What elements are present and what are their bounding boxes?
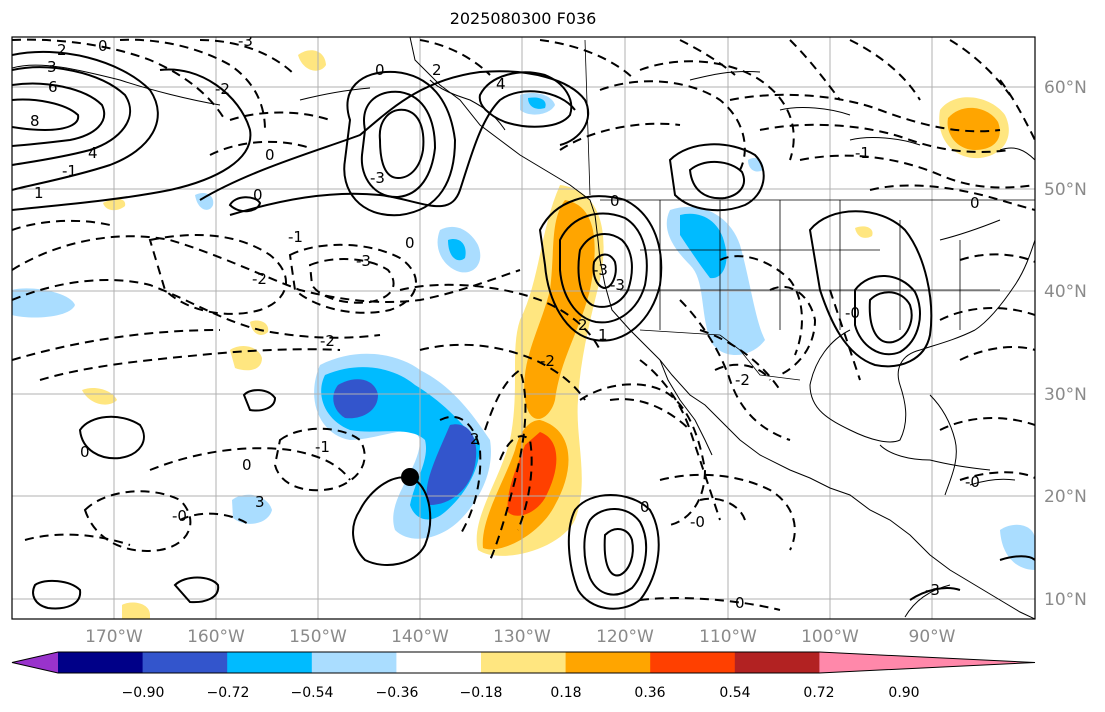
- svg-text:-0: -0: [690, 513, 705, 531]
- svg-text:0: 0: [970, 194, 980, 212]
- svg-text:3: 3: [255, 493, 265, 511]
- svg-text:-3: -3: [370, 169, 385, 187]
- colorbar-tick-label: 0.54: [719, 685, 750, 701]
- colorbar-tick-label: 0.72: [803, 685, 834, 701]
- colorbar-tick-label: −0.54: [291, 685, 334, 701]
- svg-text:4: 4: [496, 75, 506, 93]
- svg-text:-3: -3: [356, 252, 371, 270]
- storm-marker: [401, 468, 419, 486]
- lon-label: 130°W: [493, 627, 551, 647]
- colorbar-segment: [142, 652, 228, 673]
- colorbar-segment: [565, 652, 651, 673]
- colorbar-tick-label: 0.18: [550, 685, 581, 701]
- lon-label: 150°W: [289, 627, 347, 647]
- svg-text:-3: -3: [593, 261, 608, 279]
- colorbar-tick-label: −0.18: [460, 685, 503, 701]
- colorbar-segment: [227, 652, 313, 673]
- svg-text:-0: -0: [965, 473, 980, 491]
- lat-label: 10°N: [1044, 590, 1087, 610]
- colorbar-extend-min: [12, 652, 58, 673]
- colorbar-segment: [396, 652, 482, 673]
- map-panel: 0 -3 2 3 6 8 4 1 -1 2 0 0 -2 -3 -2 -3 -2…: [12, 32, 1035, 619]
- lon-label: 120°W: [596, 627, 654, 647]
- lon-label: 100°W: [801, 627, 859, 647]
- colorbar-segment: [481, 652, 567, 673]
- svg-text:8: 8: [30, 112, 40, 130]
- svg-text:-1: -1: [62, 162, 77, 180]
- svg-text:2: 2: [578, 316, 588, 334]
- svg-text:0: 0: [242, 456, 252, 474]
- lon-label: 140°W: [391, 627, 449, 647]
- colorbar-tick-label: 0.36: [634, 685, 665, 701]
- svg-text:-2: -2: [252, 270, 267, 288]
- svg-text:1: 1: [34, 184, 44, 202]
- svg-text:0: 0: [735, 594, 745, 612]
- svg-text:0: 0: [253, 186, 263, 204]
- svg-text:0: 0: [98, 37, 108, 55]
- svg-text:-3: -3: [925, 581, 940, 599]
- svg-text:-2: -2: [320, 332, 335, 350]
- lat-label: 40°N: [1044, 282, 1087, 302]
- lon-label: 160°W: [187, 627, 245, 647]
- colorbar-segment: [311, 652, 397, 673]
- svg-text:-0: -0: [172, 507, 187, 525]
- colorbar-tick-label: −0.36: [376, 685, 419, 701]
- latitude-labels: 60°N 50°N 40°N 30°N 20°N 10°N: [1044, 78, 1087, 610]
- map-frame: [11, 36, 1036, 620]
- colorbar-tick-label: 0.90: [888, 685, 919, 701]
- lon-label: 90°W: [909, 627, 956, 647]
- colorbar-segment: [650, 652, 736, 673]
- colorbar-segment: [58, 652, 144, 673]
- svg-text:-3: -3: [238, 32, 253, 50]
- lat-label: 50°N: [1044, 180, 1087, 200]
- svg-text:4: 4: [88, 144, 98, 162]
- svg-text:6: 6: [48, 78, 58, 96]
- colorbar: [11, 651, 1036, 674]
- colorbar-outline: [11, 651, 1036, 674]
- colorbar-extend-max: [819, 652, 1035, 673]
- positive-contours: [12, 50, 1035, 610]
- colorbar-tick-labels: −0.90 −0.72 −0.54 −0.36 −0.18 0.18 0.36 …: [122, 685, 920, 701]
- graticule: [12, 37, 1035, 619]
- svg-text:-2: -2: [735, 371, 750, 389]
- map-title: 2025080300 F036: [449, 9, 597, 28]
- negative-contours: [12, 38, 1035, 611]
- svg-text:3: 3: [47, 58, 57, 76]
- svg-text:-2: -2: [540, 352, 555, 370]
- svg-text:-0: -0: [845, 304, 860, 322]
- coastlines: [12, 37, 1035, 619]
- svg-text:0: 0: [640, 498, 650, 516]
- longitude-labels: 170°W 160°W 150°W 140°W 130°W 120°W 110°…: [85, 627, 956, 647]
- colorbar-tick-label: −0.90: [122, 685, 165, 701]
- lon-label: 110°W: [699, 627, 757, 647]
- svg-text:2: 2: [470, 430, 480, 448]
- political-borders: [584, 39, 1035, 381]
- svg-text:0: 0: [375, 61, 385, 79]
- svg-text:0: 0: [405, 234, 415, 252]
- svg-text:-1: -1: [315, 438, 330, 456]
- svg-text:-1: -1: [855, 144, 870, 162]
- lat-label: 30°N: [1044, 385, 1087, 405]
- svg-text:1: 1: [598, 326, 608, 344]
- svg-text:0: 0: [80, 443, 90, 461]
- svg-text:2: 2: [57, 41, 67, 59]
- shaded-anomaly-fields: [12, 50, 1035, 619]
- svg-text:-3: -3: [610, 276, 625, 294]
- svg-text:0: 0: [265, 146, 275, 164]
- svg-text:0: 0: [610, 192, 620, 210]
- svg-text:-1: -1: [288, 228, 303, 246]
- svg-text:2: 2: [432, 61, 442, 79]
- lon-label: 170°W: [85, 627, 143, 647]
- colorbar-tick-label: −0.72: [207, 685, 250, 701]
- colorbar-segment: [734, 652, 820, 673]
- contour-labels: 0 -3 2 3 6 8 4 1 -1 2 0 0 -2 -3 -2 -3 -2…: [30, 32, 980, 612]
- svg-text:-2: -2: [215, 80, 230, 98]
- lat-label: 60°N: [1044, 78, 1087, 98]
- lat-label: 20°N: [1044, 487, 1087, 507]
